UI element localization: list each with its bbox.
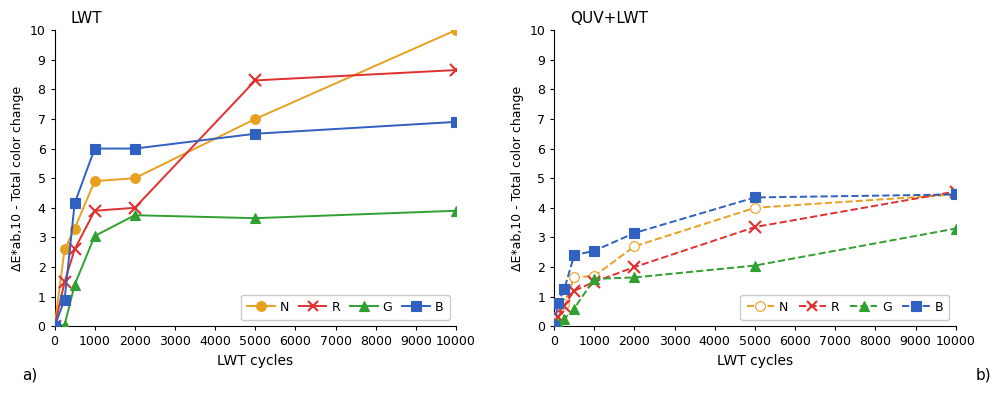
R — [628, 265, 640, 269]
Text: QUV+LWT: QUV+LWT — [570, 11, 648, 26]
B — [548, 324, 560, 329]
G — [628, 275, 640, 280]
B — [628, 231, 640, 235]
Line: R: R — [549, 186, 961, 332]
R — [558, 303, 570, 308]
N — [950, 192, 962, 197]
N — [450, 28, 462, 32]
N — [249, 117, 261, 121]
N — [69, 226, 81, 231]
N — [568, 275, 580, 280]
Line: G: G — [549, 224, 961, 331]
Line: N: N — [50, 25, 461, 331]
Legend: N, R, G, B: N, R, G, B — [740, 295, 949, 320]
B — [89, 146, 101, 151]
Legend: N, R, G, B: N, R, G, B — [241, 295, 450, 320]
Line: G: G — [50, 206, 461, 331]
B — [450, 120, 462, 124]
G — [450, 209, 462, 213]
G — [249, 216, 261, 220]
Text: a): a) — [22, 368, 38, 383]
G — [129, 213, 141, 218]
R — [552, 315, 564, 320]
X-axis label: LWT cycles: LWT cycles — [217, 354, 293, 368]
R — [89, 209, 101, 213]
N — [59, 247, 71, 252]
R — [69, 247, 81, 252]
Line: N: N — [549, 190, 961, 331]
G — [749, 263, 761, 268]
R — [950, 189, 962, 194]
Y-axis label: ΔE*ab,10 - Total color change: ΔE*ab,10 - Total color change — [511, 86, 524, 271]
G — [950, 226, 962, 231]
B — [588, 248, 600, 253]
N — [558, 302, 570, 307]
Line: B: B — [50, 117, 461, 331]
R — [249, 78, 261, 83]
X-axis label: LWT cycles: LWT cycles — [717, 354, 793, 368]
G — [69, 282, 81, 287]
B — [59, 297, 71, 302]
B — [69, 201, 81, 206]
G — [552, 321, 564, 326]
G — [89, 233, 101, 238]
B — [249, 132, 261, 136]
B — [49, 324, 61, 329]
B — [129, 146, 141, 151]
Text: LWT: LWT — [71, 11, 102, 26]
N — [129, 176, 141, 181]
B — [552, 300, 564, 305]
G — [548, 324, 560, 329]
N — [89, 179, 101, 184]
G — [568, 306, 580, 311]
R — [59, 280, 71, 284]
Y-axis label: ΔE*ab,10 - Total color change: ΔE*ab,10 - Total color change — [11, 86, 24, 271]
N — [548, 324, 560, 329]
B — [568, 253, 580, 258]
R — [749, 225, 761, 229]
B — [950, 192, 962, 197]
Line: B: B — [549, 190, 961, 331]
R — [588, 280, 600, 284]
R — [49, 324, 61, 329]
R — [548, 324, 560, 329]
R — [450, 68, 462, 72]
Text: b): b) — [976, 368, 991, 383]
B — [558, 287, 570, 292]
G — [588, 276, 600, 281]
R — [129, 205, 141, 210]
R — [568, 288, 580, 293]
N — [749, 205, 761, 210]
G — [49, 324, 61, 329]
Line: R: R — [49, 64, 462, 332]
G — [558, 316, 570, 321]
N — [49, 324, 61, 329]
G — [59, 322, 71, 327]
B — [749, 195, 761, 200]
N — [588, 274, 600, 278]
N — [552, 314, 564, 318]
N — [628, 244, 640, 249]
